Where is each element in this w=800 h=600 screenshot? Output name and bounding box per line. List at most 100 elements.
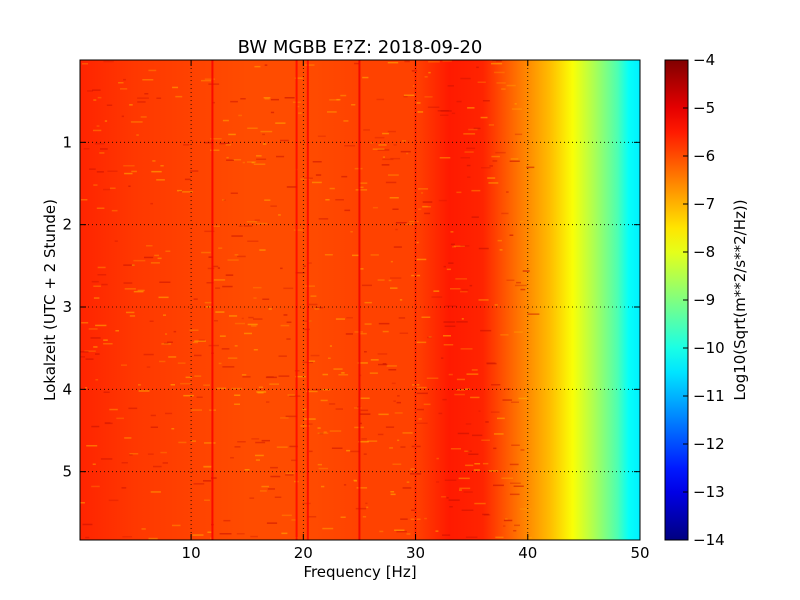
texture-speck (222, 285, 233, 288)
texture-speck (466, 164, 471, 167)
texture-speck (215, 311, 225, 313)
texture-speck (255, 441, 266, 444)
texture-speck (329, 99, 340, 101)
texture-speck (266, 401, 270, 403)
texture-speck (258, 386, 263, 388)
texture-speck (456, 378, 465, 381)
texture-speck (424, 76, 428, 78)
texture-speck (352, 254, 359, 257)
texture-speck (378, 413, 389, 416)
colorbar-tick-label: −9 (693, 291, 715, 309)
texture-speck (180, 382, 192, 385)
texture-speck (396, 401, 401, 404)
texture-speck (389, 447, 393, 449)
texture-speck (81, 199, 88, 201)
texture-speck (203, 466, 212, 468)
texture-speck (386, 365, 397, 367)
texture-speck (278, 375, 290, 377)
texture-speck (303, 328, 310, 331)
texture-speck (96, 207, 105, 209)
texture-speck (164, 342, 169, 345)
texture-speck (286, 338, 291, 340)
texture-speck (257, 392, 264, 394)
texture-speck (527, 313, 540, 315)
texture-speck (501, 88, 506, 90)
texture-speck (329, 187, 335, 190)
texture-speck (151, 170, 162, 173)
texture-speck (86, 445, 98, 447)
texture-speck (131, 170, 137, 173)
texture-speck (405, 223, 417, 225)
texture-speck (463, 491, 473, 493)
texture-speck (370, 142, 374, 144)
texture-speck (91, 485, 100, 488)
texture-speck (244, 332, 252, 335)
texture-speck (172, 86, 178, 89)
texture-speck (362, 516, 367, 518)
texture-speck (253, 297, 257, 299)
texture-speck (399, 332, 409, 334)
texture-speck (494, 304, 498, 306)
plot-area (79, 59, 641, 541)
texture-speck (206, 282, 214, 284)
texture-speck (302, 502, 311, 505)
texture-speck (157, 257, 162, 260)
texture-speck (359, 413, 371, 415)
texture-speck (156, 97, 162, 99)
texture-speck (116, 417, 124, 420)
texture-speck (241, 374, 247, 376)
texture-speck (315, 306, 324, 309)
texture-speck (263, 97, 271, 99)
texture-speck (81, 63, 88, 65)
texture-speck (231, 387, 243, 390)
texture-speck (123, 282, 133, 284)
texture-speck (232, 159, 242, 161)
texture-speck (403, 94, 416, 96)
texture-speck (150, 491, 161, 493)
texture-speck (456, 100, 462, 103)
texture-speck (520, 288, 526, 291)
texture-speck (104, 422, 111, 424)
texture-speck (467, 176, 471, 178)
texture-speck (377, 279, 385, 281)
texture-speck (390, 493, 396, 496)
texture-speck (234, 446, 241, 448)
texture-speck (184, 178, 191, 181)
texture-speck (308, 320, 312, 322)
texture-speck (378, 144, 387, 146)
texture-speck (400, 150, 411, 153)
texture-speck (251, 438, 260, 440)
texture-speck (460, 348, 473, 350)
texture-speck (234, 394, 241, 396)
texture-speck (329, 345, 332, 347)
texture-speck (231, 235, 243, 237)
texture-speck (149, 320, 154, 322)
texture-speck (204, 301, 212, 304)
texture-speck (331, 447, 343, 449)
texture-speck (382, 330, 389, 333)
texture-speck (487, 177, 496, 179)
texture-speck (481, 167, 491, 169)
texture-speck (289, 395, 301, 397)
y-axis-label: Lokalzeit (UTC + 2 Stunde) (41, 199, 59, 401)
texture-speck (395, 228, 398, 231)
texture-speck (256, 158, 267, 160)
texture-speck (238, 114, 242, 117)
texture-speck (266, 522, 278, 524)
texture-speck (528, 536, 532, 539)
texture-speck (253, 163, 266, 165)
texture-speck (308, 450, 313, 453)
texture-speck (305, 285, 315, 287)
texture-speck (424, 517, 427, 520)
texture-speck (358, 441, 369, 443)
texture-speck (513, 485, 524, 487)
texture-speck (503, 519, 513, 522)
texture-speck (451, 112, 456, 115)
texture-speck (201, 251, 211, 254)
texture-speck (302, 408, 307, 411)
colorbar-tick-label: −14 (693, 531, 725, 549)
texture-speck (399, 299, 403, 301)
texture-speck (100, 148, 108, 150)
texture-speck (280, 417, 289, 419)
texture-speck (404, 60, 410, 63)
